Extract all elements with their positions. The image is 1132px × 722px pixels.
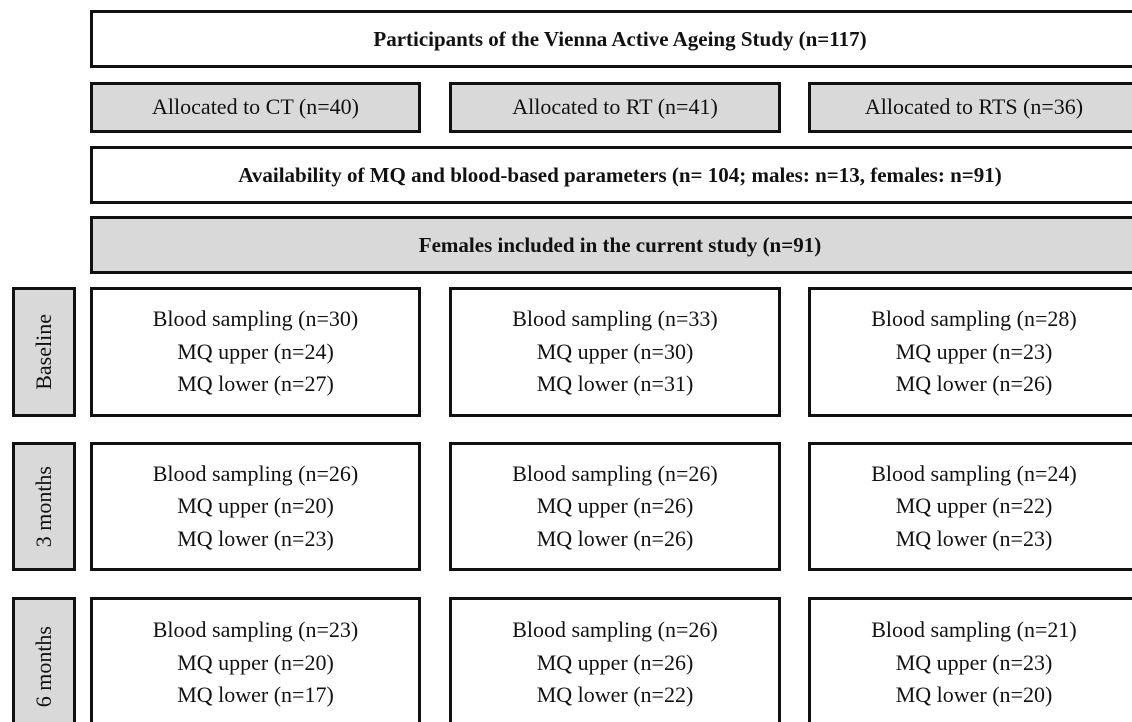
measure-line: Blood sampling (n=26) — [152, 460, 359, 486]
measure-line: MQ upper (n=20) — [177, 493, 334, 519]
measure-line: MQ upper (n=20) — [177, 649, 334, 675]
measure-box: Blood sampling (n=28) MQ upper (n=23) MQ l… — [808, 287, 1132, 417]
measure-line: Blood sampling (n=28) — [871, 306, 1077, 332]
included: Females included in the current study (n… — [418, 232, 822, 257]
measure-line: MQ upper (n=26) — [536, 493, 694, 519]
measure-line: Blood sampling (n=26) — [512, 617, 718, 642]
measure-line: MQ lower (n=22) — [536, 682, 694, 707]
measure-box: Blood sampling (n=26) MQ upper (n=20) MQ l… — [90, 442, 421, 571]
measure-line: MQ lower (n=17) — [177, 682, 334, 707]
measure-line: Blood sampling (n=33) — [512, 306, 718, 332]
measure-line: MQ lower (n=26) — [536, 525, 694, 551]
measure-line: MQ upper (n=23) — [895, 649, 1053, 675]
availability-box: Availability of MQ and blood-based param… — [90, 146, 1132, 204]
measure-line: MQ lower (n=27) — [177, 371, 334, 397]
measure-line: Blood sampling (n=26) — [512, 460, 718, 486]
measure-line: MQ lower (n=23) — [177, 525, 334, 551]
measure-box: Blood sampling (n=21) MQ upper (n=23) MQ l… — [808, 597, 1132, 722]
title: Participants of the Vienna Active Ageing… — [373, 26, 867, 51]
group-box: Allocated to CT (n=40) — [90, 82, 421, 133]
timepoint-label: Baseline — [30, 314, 56, 390]
measure-line: MQ lower (n=26) — [895, 371, 1053, 397]
measure-line: MQ upper (n=24) — [177, 338, 334, 364]
timepoint-box: 6 months — [12, 597, 76, 722]
measure-box: Blood sampling (n=33) MQ upper (n=30) MQ l… — [449, 287, 781, 417]
measure-line: MQ upper (n=23) — [895, 338, 1053, 364]
measure-line: MQ upper (n=22) — [895, 493, 1053, 519]
measure-line: Blood sampling (n=21) — [871, 617, 1077, 642]
group-label: Allocated to RT (n=41) — [512, 94, 718, 120]
measure-line: MQ upper (n=26) — [536, 649, 694, 675]
measure-line: Blood sampling (n=24) — [871, 460, 1077, 486]
title-box: Participants of the Vienna Active Ageing… — [90, 10, 1132, 68]
timepoint-box: 3 months — [12, 442, 76, 571]
availability: Availability of MQ and blood-based param… — [238, 162, 1002, 187]
group-label: Allocated to RTS (n=36) — [864, 94, 1084, 120]
measure-line: Blood sampling (n=23) — [152, 617, 359, 642]
group-label: Allocated to CT (n=40) — [152, 94, 359, 120]
timepoint-label: 3 months — [30, 465, 56, 548]
timepoint-box: Baseline — [12, 287, 76, 417]
measure-line: MQ lower (n=20) — [895, 682, 1053, 707]
measure-box: Blood sampling (n=26) MQ upper (n=26) MQ l… — [449, 442, 781, 571]
measure-line: Blood sampling (n=30) — [152, 306, 359, 332]
measure-line: MQ upper (n=30) — [536, 338, 694, 364]
measure-line: MQ lower (n=31) — [536, 371, 694, 397]
measure-box: Blood sampling (n=24) MQ upper (n=22) MQ l… — [808, 442, 1132, 571]
measure-box: Blood sampling (n=30) MQ upper (n=24) MQ l… — [90, 287, 421, 417]
group-box: Allocated to RT (n=41) — [449, 82, 781, 133]
measure-box: Blood sampling (n=23) MQ upper (n=20) MQ l… — [90, 597, 421, 722]
timepoint-label: 6 months — [30, 626, 56, 708]
measure-line: MQ lower (n=23) — [895, 525, 1053, 551]
included-box: Females included in the current study (n… — [90, 216, 1132, 274]
measure-box: Blood sampling (n=26) MQ upper (n=26) MQ l… — [449, 597, 781, 722]
group-box: Allocated to RTS (n=36) — [808, 82, 1132, 133]
